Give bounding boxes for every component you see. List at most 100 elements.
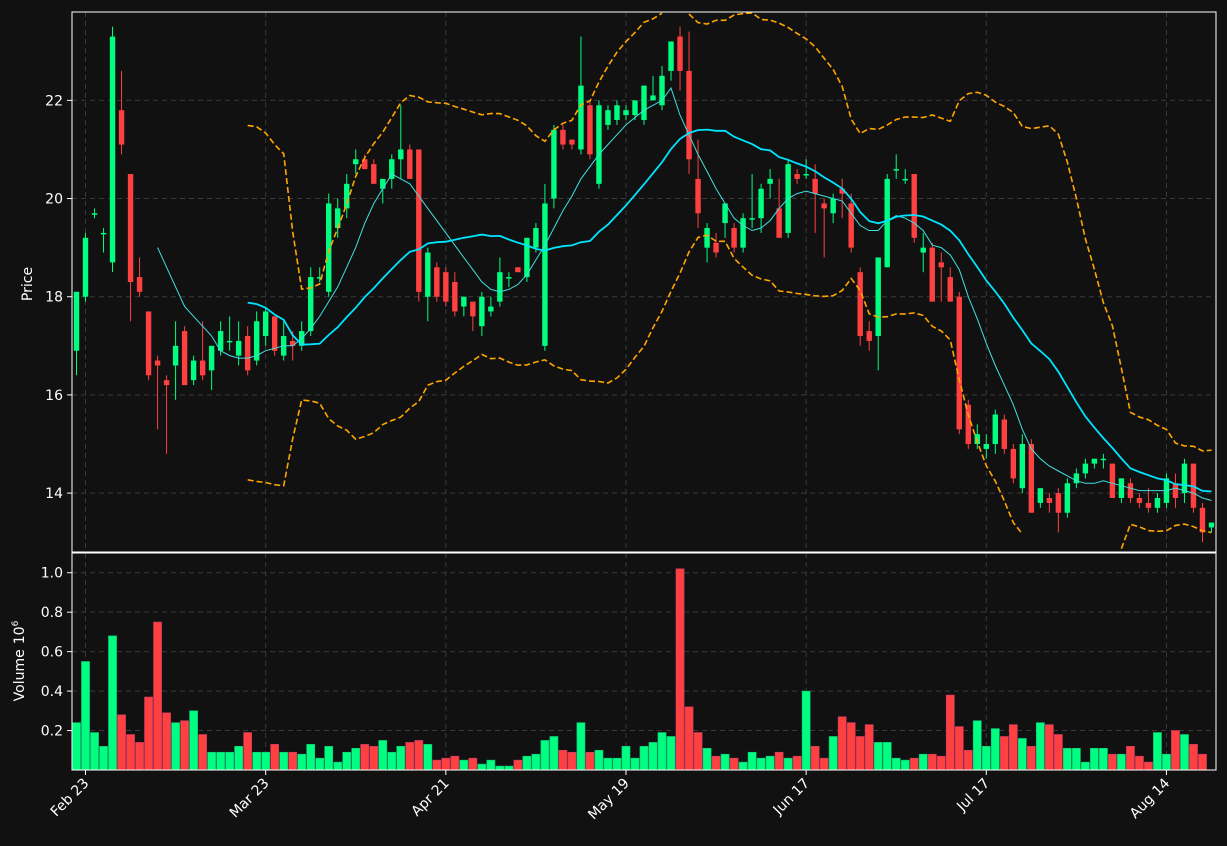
candle-body <box>344 183 350 209</box>
candle-body <box>551 129 557 199</box>
volume-bar <box>1035 722 1045 771</box>
candle-body <box>614 105 620 120</box>
volume-ytick-label: 0.4 <box>41 684 63 700</box>
volume-bar <box>432 759 442 771</box>
volume-bar <box>504 765 514 771</box>
volume-bar <box>423 744 433 771</box>
candle-body <box>244 336 251 371</box>
candle-body <box>857 272 863 336</box>
candle-body <box>587 105 593 155</box>
volume-bar <box>270 744 280 771</box>
candle-body <box>866 331 872 341</box>
volume-bar <box>873 742 883 771</box>
candle-body <box>109 36 116 263</box>
volume-bar <box>630 757 640 771</box>
candle-body <box>434 267 440 297</box>
upper-band <box>247 11 1212 452</box>
price-ytick-label: 14 <box>45 486 63 502</box>
candle-body <box>488 306 494 312</box>
candle-body <box>145 311 152 376</box>
lower-band <box>247 234 1212 549</box>
volume-bar <box>1008 724 1018 771</box>
volume-bar <box>117 714 126 771</box>
candle-body <box>632 100 638 116</box>
candle-body <box>686 70 692 160</box>
candle-body <box>136 277 143 292</box>
volume-bar <box>774 751 784 771</box>
volume-axis-label: Volume106 <box>11 620 28 701</box>
volume-bar <box>756 757 766 771</box>
volume-bar <box>963 749 973 771</box>
candle-body <box>578 85 584 150</box>
candle-body <box>389 159 395 179</box>
volume-bar <box>819 757 829 771</box>
candle-body <box>82 237 89 297</box>
volume-bar <box>882 742 892 771</box>
volume-bar <box>1117 753 1126 771</box>
volume-bar <box>1072 747 1081 771</box>
candle-body <box>758 188 764 219</box>
candle-body <box>289 340 296 346</box>
candle-body <box>515 267 521 273</box>
candle-body <box>470 301 476 317</box>
moving-average-long <box>247 128 1212 493</box>
volume-bar <box>180 720 189 771</box>
volume-bar <box>810 746 820 771</box>
candle-body <box>695 178 701 214</box>
candle-body <box>317 277 323 279</box>
volume-bar <box>765 755 775 771</box>
volume-bar <box>1099 747 1108 771</box>
price-ytick-label: 16 <box>45 388 63 404</box>
candle-body <box>974 434 980 444</box>
volume-bar <box>972 720 982 771</box>
volume-bar <box>729 757 739 771</box>
volume-bar <box>99 746 108 771</box>
candle-body <box>326 203 332 292</box>
volume-bar <box>495 765 505 771</box>
volume-bar <box>1090 747 1099 771</box>
candle-body <box>542 203 548 346</box>
volume-bar <box>261 751 271 771</box>
candle-body <box>353 159 359 165</box>
candle-body <box>992 414 999 444</box>
price-ytick-label: 20 <box>45 192 63 208</box>
volume-bar <box>927 753 937 771</box>
candle-body <box>920 247 926 253</box>
volume-bar <box>1081 761 1090 771</box>
volume-bar <box>1171 730 1180 771</box>
volume-bar <box>387 751 397 771</box>
volume-bar <box>1198 753 1207 771</box>
candle-body <box>1019 444 1026 489</box>
candle-body <box>181 331 188 386</box>
volume-bar <box>621 746 631 771</box>
x-tick-label: Feb 23 <box>48 776 93 821</box>
volume-bar <box>1108 753 1117 771</box>
volume-bar <box>594 749 604 771</box>
candle-body <box>1118 478 1125 498</box>
volume-bar <box>333 761 343 771</box>
candle-body <box>235 340 242 356</box>
volume-bar <box>162 712 171 771</box>
volume-bar <box>414 740 424 771</box>
volume-bar <box>360 744 370 771</box>
candle-body <box>479 296 485 327</box>
volume-bar <box>981 746 991 771</box>
volume-bar <box>378 740 388 771</box>
volume-bar <box>1180 734 1189 771</box>
volume-bar <box>441 757 451 771</box>
candle-body <box>335 208 341 228</box>
candle-body <box>452 282 458 312</box>
candle-body <box>596 105 602 184</box>
volume-bar <box>540 740 550 771</box>
candle-body <box>73 291 80 351</box>
volume-bar <box>171 722 180 771</box>
volume-bar <box>405 742 415 771</box>
price-panel-border <box>71 11 1217 553</box>
candle-body <box>668 41 674 71</box>
candle-body <box>1082 463 1089 474</box>
candle-body <box>1064 483 1071 513</box>
volume-bar <box>216 751 225 771</box>
volume-bar <box>315 757 325 771</box>
candle-body <box>208 345 215 371</box>
